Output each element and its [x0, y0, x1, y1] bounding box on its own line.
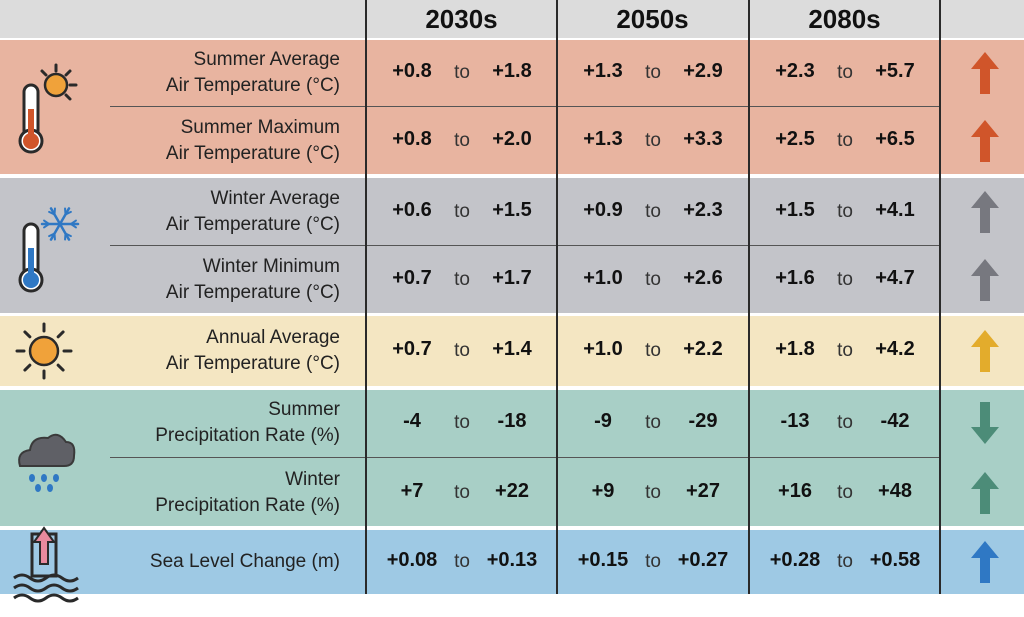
value-high: +2.3	[667, 199, 739, 222]
row-label-line: Sea Level Change (m)	[112, 549, 340, 575]
value-high: +22	[476, 480, 548, 503]
value-low: +0.08	[376, 549, 448, 572]
value-high: -42	[859, 410, 931, 433]
column-header-2080s: 2080s	[749, 0, 940, 38]
value-low: +1.3	[567, 128, 639, 151]
trend-arrow-up	[970, 119, 1000, 168]
value-high: +27	[667, 480, 739, 503]
value-high: +5.7	[859, 60, 931, 83]
row-label: Sea Level Change (m)	[112, 530, 340, 594]
value-high: +6.5	[859, 128, 931, 151]
row-label-line: Annual Average	[112, 325, 340, 351]
row-label-line: Air Temperature (°C)	[112, 141, 340, 167]
value-low: +7	[376, 480, 448, 503]
trend-arrow-up	[970, 471, 1000, 520]
value-low: +0.15	[567, 549, 639, 572]
value-high: +2.2	[667, 338, 739, 361]
row-separator	[110, 106, 940, 107]
value-low: +0.8	[376, 60, 448, 83]
row-label-line: Summer Maximum	[112, 115, 340, 141]
value-low: +0.6	[376, 199, 448, 222]
sea-level-icon	[10, 512, 100, 617]
row-label-line: Winter	[112, 467, 340, 493]
value-high: -18	[476, 410, 548, 433]
value-low: -13	[759, 410, 831, 433]
trend-arrow-up	[970, 540, 1000, 589]
value-high: +3.3	[667, 128, 739, 151]
row-label-line: Winter Average	[112, 186, 340, 212]
value-low: +0.9	[567, 199, 639, 222]
value-low: +9	[567, 480, 639, 503]
row-label-line: Air Temperature (°C)	[112, 280, 340, 306]
value-high: +48	[859, 480, 931, 503]
column-header-2050s: 2050s	[557, 0, 748, 38]
value-low: +1.5	[759, 199, 831, 222]
value-low: +2.3	[759, 60, 831, 83]
row-label-line: Air Temperature (°C)	[112, 212, 340, 238]
trend-arrow-up	[970, 190, 1000, 239]
value-high: +0.58	[859, 549, 931, 572]
row-label-line: Precipitation Rate (%)	[112, 493, 340, 519]
trend-arrow-up	[970, 51, 1000, 100]
value-low: +1.6	[759, 267, 831, 290]
value-high: +2.0	[476, 128, 548, 151]
thermometer-snowflake-icon	[10, 196, 100, 301]
column-divider	[748, 0, 750, 594]
value-low: +0.8	[376, 128, 448, 151]
value-low: +0.7	[376, 267, 448, 290]
column-header-2030s: 2030s	[366, 0, 557, 38]
sun-icon	[10, 301, 100, 406]
value-high: +1.7	[476, 267, 548, 290]
row-label-line: Air Temperature (°C)	[112, 351, 340, 377]
trend-arrow-up	[970, 329, 1000, 378]
column-divider	[365, 0, 367, 594]
row-label-line: Air Temperature (°C)	[112, 73, 340, 99]
row-separator	[110, 457, 940, 458]
value-low: +1.3	[567, 60, 639, 83]
row-label-line: Summer	[112, 397, 340, 423]
value-high: +2.9	[667, 60, 739, 83]
value-high: +4.2	[859, 338, 931, 361]
value-high: +1.4	[476, 338, 548, 361]
trend-arrow-up	[970, 258, 1000, 307]
column-divider	[556, 0, 558, 594]
value-low: +1.8	[759, 338, 831, 361]
value-high: -29	[667, 410, 739, 433]
value-high: +0.13	[476, 549, 548, 572]
value-low: -4	[376, 410, 448, 433]
value-high: +4.1	[859, 199, 931, 222]
value-high: +1.5	[476, 199, 548, 222]
value-low: -9	[567, 410, 639, 433]
row-label-line: Precipitation Rate (%)	[112, 423, 340, 449]
value-high: +4.7	[859, 267, 931, 290]
row-label-line: Summer Average	[112, 47, 340, 73]
value-low: +2.5	[759, 128, 831, 151]
trend-arrow-down	[970, 401, 1000, 450]
value-low: +1.0	[567, 338, 639, 361]
value-low: +0.7	[376, 338, 448, 361]
value-low: +1.0	[567, 267, 639, 290]
row-separator	[110, 245, 940, 246]
value-low: +0.28	[759, 549, 831, 572]
value-high: +2.6	[667, 267, 739, 290]
column-divider	[939, 0, 941, 594]
value-low: +16	[759, 480, 831, 503]
rain-cloud-icon	[10, 408, 100, 513]
thermometer-sun-icon	[10, 57, 100, 162]
value-high: +1.8	[476, 60, 548, 83]
row-label-line: Winter Minimum	[112, 254, 340, 280]
value-high: +0.27	[667, 549, 739, 572]
